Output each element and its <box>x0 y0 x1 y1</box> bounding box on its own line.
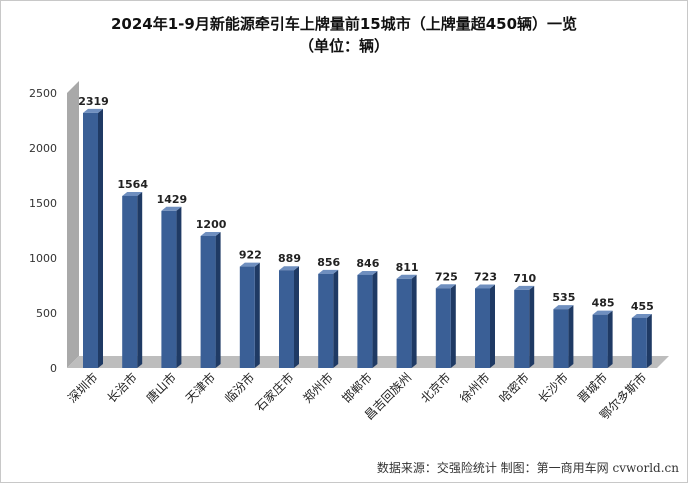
bar-top <box>318 269 339 274</box>
bar-top <box>435 284 456 289</box>
bar <box>318 273 334 368</box>
y-tick-label: 2000 <box>29 142 57 155</box>
data-label: 922 <box>239 249 262 262</box>
bar-top <box>631 313 652 318</box>
bar-top <box>475 284 495 289</box>
bar-side <box>450 284 456 368</box>
bar-top <box>161 206 182 211</box>
x-category-label: 深圳市 <box>65 370 101 406</box>
bar <box>475 288 490 368</box>
bar-side <box>411 274 417 368</box>
data-label: 1429 <box>157 193 188 206</box>
data-label: 725 <box>435 270 458 283</box>
x-category-label: 长沙市 <box>535 370 571 406</box>
bar-side <box>529 285 535 368</box>
bar <box>592 314 608 368</box>
bar-top <box>279 266 299 271</box>
chart-side-wall <box>67 81 79 368</box>
y-tick-label: 500 <box>36 307 57 320</box>
x-category-label: 晋城市 <box>574 370 610 406</box>
bar-side <box>137 191 143 368</box>
bar-top <box>357 270 378 275</box>
bar <box>200 236 216 368</box>
data-label: 856 <box>317 256 340 269</box>
x-category-label: 天津市 <box>182 370 218 406</box>
y-tick-label: 2500 <box>29 87 57 100</box>
data-label: 455 <box>631 300 654 313</box>
bar-top <box>83 108 103 113</box>
x-category-label: 北京市 <box>417 370 453 406</box>
data-label: 485 <box>592 297 615 310</box>
bar-top <box>592 310 613 315</box>
bar <box>122 195 138 368</box>
data-label: 2319 <box>78 95 109 108</box>
x-category-label: 徐州市 <box>457 370 493 406</box>
data-label: 889 <box>278 252 301 265</box>
data-label: 1200 <box>196 218 227 231</box>
bar-top <box>200 232 221 236</box>
bar <box>83 112 98 368</box>
source-footer: 数据来源：交强险统计 制图：第一商用车网 cvworld.cn <box>376 461 679 475</box>
bar <box>396 278 412 368</box>
bar-side <box>176 206 182 368</box>
data-label: 1564 <box>117 178 148 191</box>
x-category-label: 哈密市 <box>496 370 532 406</box>
y-tick-label: 0 <box>50 362 57 375</box>
bar <box>514 289 530 368</box>
bar-side <box>646 313 652 368</box>
data-label: 535 <box>552 291 575 304</box>
bar-side <box>98 108 103 368</box>
bar-top <box>396 274 417 279</box>
x-category-label: 邯郸市 <box>339 370 375 406</box>
x-category-label: 长治市 <box>104 370 140 406</box>
bar-top <box>239 262 260 267</box>
x-category-label: 唐山市 <box>143 370 179 406</box>
x-category-label: 郑州市 <box>300 370 336 406</box>
data-label: 710 <box>513 272 536 285</box>
bar-side <box>372 270 378 368</box>
chart-subtitle: （单位：辆） <box>298 37 389 55</box>
bar-side <box>607 310 613 368</box>
bar-top <box>553 305 574 310</box>
bar-side <box>333 269 339 368</box>
bar <box>435 288 451 368</box>
bar <box>553 309 569 368</box>
data-label: 846 <box>356 257 379 270</box>
bar <box>161 210 177 368</box>
x-category-label: 临汾市 <box>221 370 257 406</box>
chart-title: 2024年1-9月新能源牵引车上牌量前15城市（上牌量超450辆）一览 （单位：… <box>1 13 687 57</box>
bar <box>357 274 373 368</box>
bar-side <box>490 284 495 368</box>
chart-title-main: 2024年1-9月新能源牵引车上牌量前15城市（上牌量超450辆）一览 <box>110 15 578 33</box>
y-tick-label: 1500 <box>29 197 57 210</box>
bar-side <box>254 262 260 368</box>
bar-top <box>122 191 143 196</box>
bar <box>279 270 294 368</box>
bar-side <box>568 305 574 368</box>
bar <box>239 266 255 368</box>
data-label: 723 <box>474 270 497 283</box>
y-tick-label: 1000 <box>29 252 57 265</box>
bar-side <box>294 266 299 368</box>
bar-top <box>514 285 535 290</box>
bar-side <box>215 232 221 368</box>
bar <box>631 317 647 368</box>
data-label: 811 <box>396 261 419 274</box>
x-category-label: 石家庄市 <box>252 370 297 415</box>
